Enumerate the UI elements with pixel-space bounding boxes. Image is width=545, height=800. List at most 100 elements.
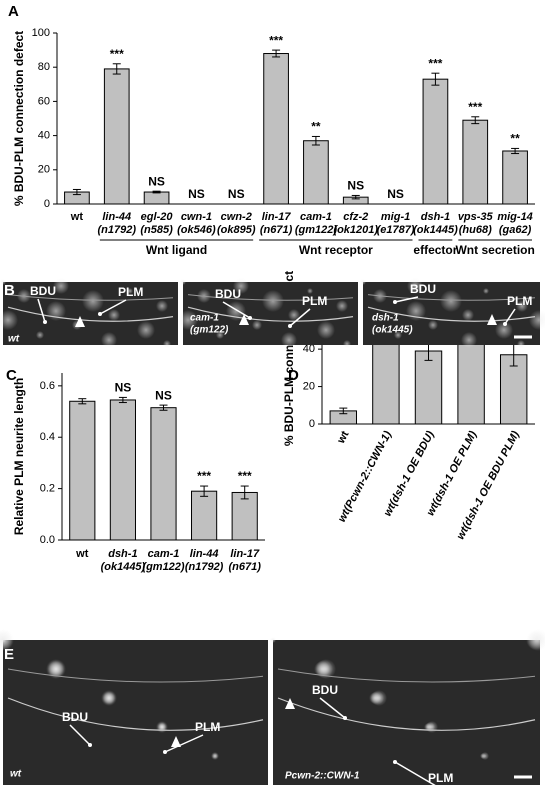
fluorescent-spot	[137, 321, 155, 339]
y-tick-label: 20	[303, 380, 315, 392]
error-bar	[118, 396, 127, 404]
arrow	[289, 308, 311, 327]
neurite	[7, 294, 174, 301]
x-tick-label: cam-1	[148, 548, 180, 560]
fluorescent-spot	[336, 300, 348, 312]
arrow-tip	[393, 760, 397, 764]
x-tick-label: egl-20	[141, 211, 174, 223]
image-label: wt	[10, 769, 22, 780]
arrow-tip	[88, 743, 92, 747]
fluorescent-spot	[0, 279, 6, 285]
x-tick-label: cfz-2	[343, 211, 368, 223]
micrograph: BDU PLM dsh-1(ok1445)	[360, 278, 545, 348]
arrow	[394, 761, 437, 787]
y-tick-label: 100	[32, 27, 50, 39]
panel-letter: D	[288, 367, 299, 384]
fluorescent-spot	[103, 692, 115, 704]
arrow-tip	[288, 324, 292, 328]
image-label: (gm122)	[190, 325, 229, 336]
x-tick-label: lin-17	[230, 548, 260, 560]
fluorescent-spot	[407, 278, 423, 294]
fluorescent-spot	[428, 320, 438, 330]
fluorescent-spot	[343, 340, 351, 348]
fluorescent-spot	[307, 288, 313, 294]
y-axis-label: Relative PLM neurite length	[12, 378, 26, 535]
x-tick-label: mig-14	[497, 211, 532, 223]
fluorescent-spot	[526, 630, 545, 650]
fluorescent-spot	[158, 723, 166, 731]
x-tick-label: cwn-2	[221, 211, 252, 223]
image-label: wt	[8, 334, 20, 345]
arrow-tip	[248, 316, 252, 320]
x-tick-label: (gm122)	[142, 561, 185, 573]
error-bar	[159, 404, 168, 411]
x-tick-label: dsh-1	[421, 211, 450, 223]
error-bar	[240, 485, 249, 500]
significance-label: NS	[148, 174, 165, 188]
significance-label: **	[311, 120, 321, 134]
image-label: Pcwn-2::CWN-1	[285, 771, 360, 782]
neurite	[7, 697, 264, 731]
arrow	[319, 697, 346, 719]
fluorescent-spot	[180, 279, 186, 285]
significance-label: ***	[197, 469, 211, 483]
arrow	[99, 299, 127, 315]
panel-letter: C	[6, 367, 17, 384]
error-bar	[272, 49, 281, 58]
bar	[462, 119, 489, 205]
x-tick-label: (ok1445)	[101, 561, 146, 573]
x-tick-label: (n1792)	[185, 561, 224, 573]
x-tick-label: (n585)	[140, 224, 173, 236]
image-background	[273, 640, 540, 785]
bar	[109, 399, 136, 541]
neurite	[367, 294, 536, 301]
fluorescent-spot	[108, 309, 120, 321]
fluorescent-spot	[516, 300, 528, 312]
image-label: BDU	[215, 287, 241, 301]
image-label: BDU	[30, 284, 56, 298]
fluorescent-spot	[233, 278, 249, 294]
significance-label: NS	[188, 187, 205, 201]
x-tick-label: lin-44	[102, 211, 131, 223]
bar	[150, 407, 177, 541]
error-bar	[471, 116, 480, 125]
fluorescent-spot	[252, 320, 262, 330]
fluorescent-spot	[281, 332, 297, 348]
significance-label: NS	[347, 179, 364, 193]
arrow	[37, 298, 46, 323]
x-tick-label: (ok895)	[217, 224, 256, 236]
error-bar	[431, 72, 440, 86]
neurite	[367, 306, 536, 322]
group-label: Wnt ligand	[146, 243, 207, 257]
fluorescent-spot	[495, 321, 513, 339]
arrowhead	[171, 736, 181, 747]
bar	[231, 491, 258, 541]
arrow	[394, 296, 419, 303]
x-tick-label: (e1787)	[377, 224, 415, 236]
significance-label: ***	[428, 56, 442, 70]
image-label: BDU	[410, 282, 436, 296]
arrow-tip	[393, 300, 397, 304]
fluorescent-spot	[36, 331, 44, 339]
bar	[263, 53, 289, 205]
fluorescent-spot	[178, 310, 198, 330]
group-label: Wnt receptor	[299, 243, 373, 257]
fluorescent-spot	[369, 692, 381, 704]
x-tick-label: (gm122)	[295, 224, 338, 236]
x-tick-label: lin-17	[262, 211, 292, 223]
fluorescent-spot	[127, 288, 133, 294]
fluorescent-spot	[317, 321, 335, 339]
error-bar	[112, 63, 121, 75]
x-tick-label: cam-1	[300, 211, 332, 223]
neurite	[277, 668, 536, 683]
x-tick-label: (ok1201)	[333, 224, 378, 236]
significance-label: **	[510, 132, 520, 146]
neurite	[7, 306, 174, 322]
fluorescent-spot	[212, 753, 218, 759]
arrowhead	[75, 316, 85, 327]
arrow-tip	[503, 322, 507, 326]
fluorescent-spot	[0, 630, 13, 650]
image-label: PLM	[195, 720, 220, 734]
